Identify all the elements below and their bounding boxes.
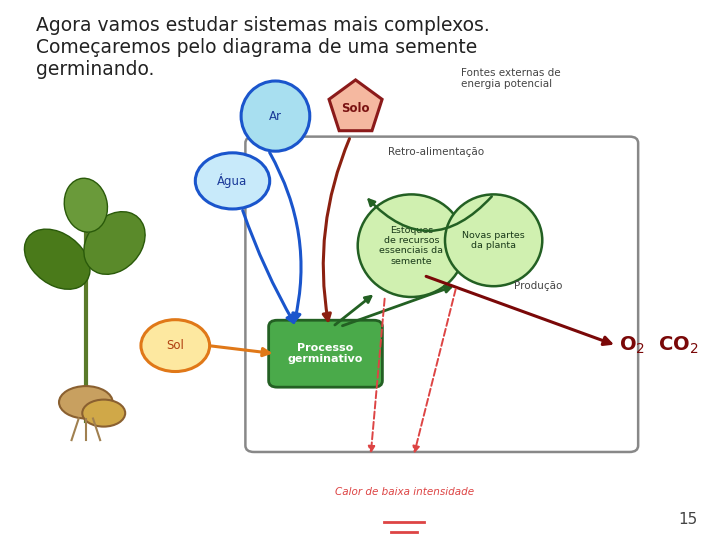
Ellipse shape (445, 194, 542, 286)
Text: Sol: Sol (166, 339, 184, 352)
Text: Retro-alimentação: Retro-alimentação (388, 147, 485, 157)
Ellipse shape (358, 194, 465, 297)
Text: Novas partes
da planta: Novas partes da planta (462, 231, 525, 250)
Text: Solo: Solo (341, 102, 370, 114)
Ellipse shape (195, 153, 270, 209)
Text: Produção: Produção (513, 281, 562, 291)
Text: 15: 15 (678, 511, 698, 526)
Ellipse shape (82, 400, 125, 427)
Ellipse shape (64, 178, 107, 232)
Text: Estoques
de recursos
essenciais da
semente: Estoques de recursos essenciais da semen… (379, 226, 444, 266)
Polygon shape (329, 80, 382, 131)
Ellipse shape (241, 81, 310, 151)
Text: Processo
germinativo: Processo germinativo (288, 343, 363, 364)
Text: Ar: Ar (269, 110, 282, 123)
Ellipse shape (59, 386, 112, 418)
Ellipse shape (24, 229, 90, 289)
Text: Agora vamos estudar sistemas mais complexos.
Começaremos pelo diagrama de uma se: Agora vamos estudar sistemas mais comple… (36, 16, 490, 79)
Text: O$_2$  CO$_2$: O$_2$ CO$_2$ (618, 335, 698, 356)
FancyBboxPatch shape (269, 320, 382, 387)
Text: Fontes externas de
energia potencial: Fontes externas de energia potencial (462, 68, 561, 89)
Text: Calor de baixa intensidade: Calor de baixa intensidade (335, 488, 474, 497)
Ellipse shape (84, 212, 145, 274)
Text: Água: Água (217, 174, 248, 188)
Ellipse shape (141, 320, 210, 372)
